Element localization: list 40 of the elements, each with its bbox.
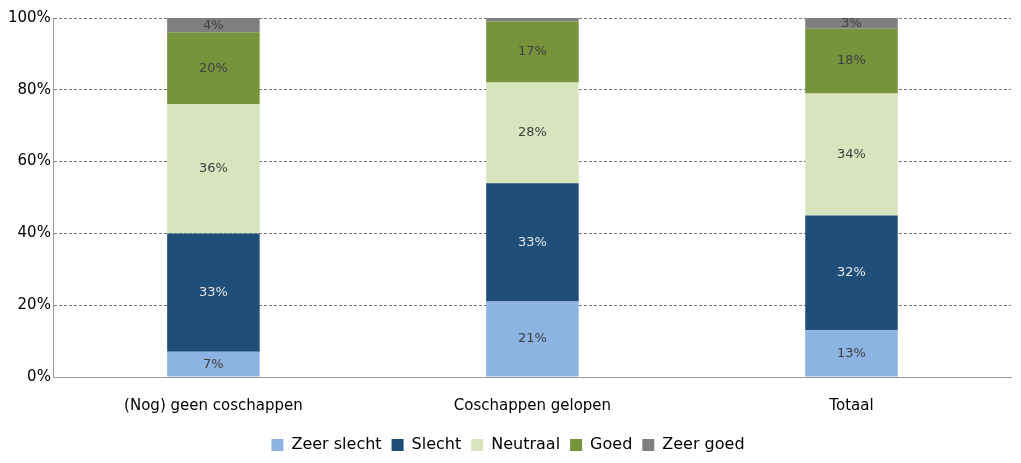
data-label: 33%	[517, 233, 547, 249]
bar	[486, 301, 579, 377]
bar	[805, 28, 898, 94]
y-tick-label: 20%	[17, 295, 51, 314]
bar	[167, 104, 260, 234]
data-label: 36%	[198, 160, 228, 176]
data-label: 28%	[517, 124, 547, 140]
y-tick-label: 40%	[17, 223, 51, 242]
data-label: 4%	[203, 16, 224, 32]
legend-label: Goed	[590, 434, 633, 454]
data-label: 7%	[203, 355, 224, 371]
legend-label: Neutraal	[491, 434, 561, 454]
x-tick-label: Totaal	[828, 395, 874, 414]
bar	[167, 233, 260, 352]
bar	[486, 183, 579, 302]
legend-label: Slecht	[411, 434, 462, 454]
bar	[167, 351, 260, 377]
data-label: 13%	[837, 344, 866, 360]
data-label: 3%	[841, 14, 862, 30]
x-tick-label: Coschappen gelopen	[453, 395, 612, 414]
bar	[486, 82, 579, 184]
data-label: 34%	[837, 145, 866, 161]
bar	[167, 32, 260, 105]
y-tick-label: 80%	[17, 79, 51, 98]
y-tick-label: 100%	[7, 7, 51, 26]
data-label: 17%	[517, 43, 547, 59]
y-tick-label: 0%	[27, 366, 51, 385]
x-tick-label: (Nog) geen coschappen	[124, 395, 303, 414]
bar	[805, 330, 898, 377]
data-label: 21%	[517, 330, 547, 346]
bar	[486, 21, 579, 83]
y-tick-label: 60%	[17, 151, 51, 170]
data-label: 20%	[198, 59, 228, 75]
data-label: 33%	[198, 284, 228, 300]
legend-label: Zeer slecht	[291, 434, 382, 454]
bar	[805, 215, 898, 331]
legend-label: Zeer goed	[662, 434, 745, 454]
bar	[805, 93, 898, 216]
data-label: 18%	[837, 52, 866, 68]
data-label: 32%	[837, 264, 866, 280]
